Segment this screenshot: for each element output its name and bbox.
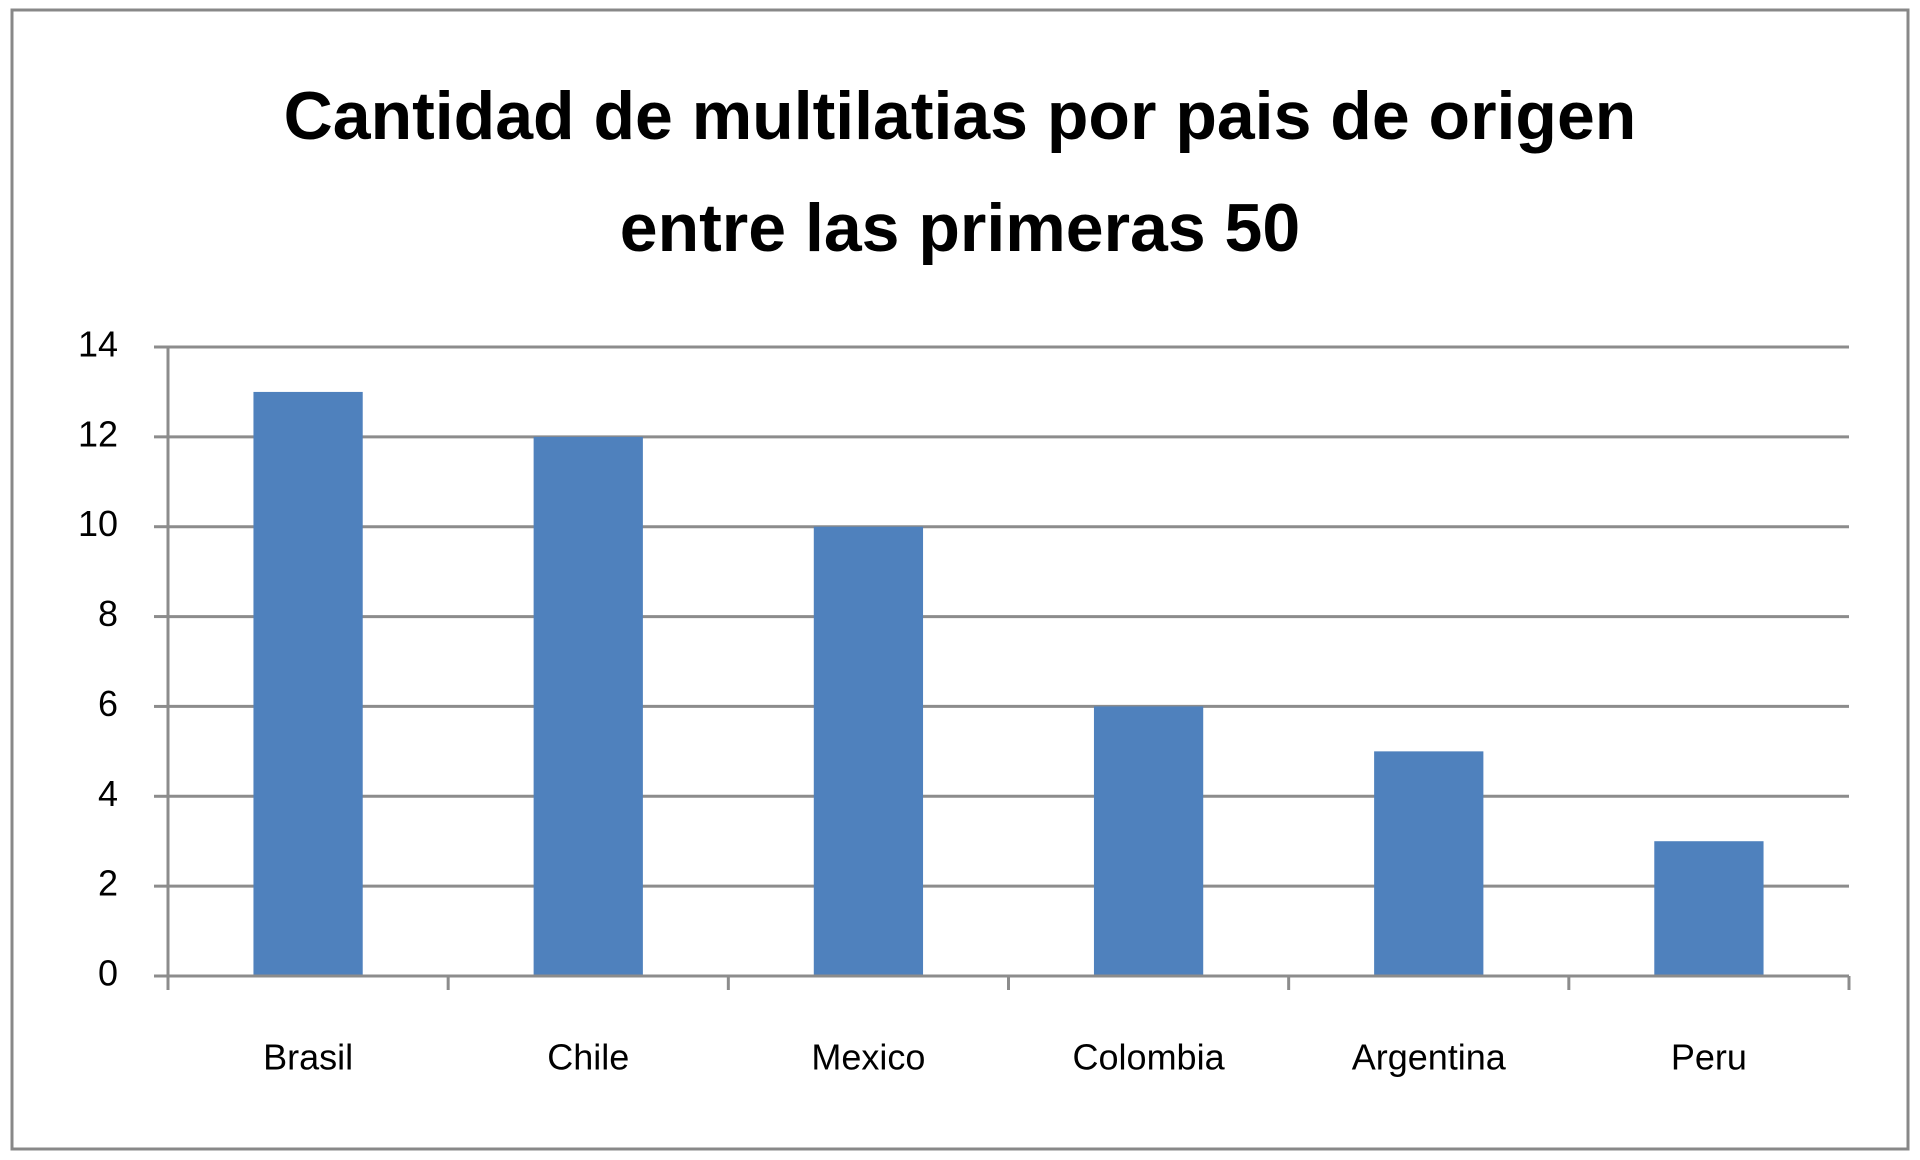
y-tick-label: 10	[78, 503, 118, 544]
x-tick-label: Brasil	[263, 1037, 353, 1078]
y-tick-label: 4	[98, 773, 118, 814]
y-tick-label: 8	[98, 593, 118, 634]
y-tick-label: 2	[98, 863, 118, 904]
y-tick-label: 0	[98, 953, 118, 994]
x-tick-label: Peru	[1671, 1037, 1747, 1078]
chart-title: Cantidad de multilatias por pais de orig…	[283, 78, 1637, 266]
bar	[533, 436, 643, 976]
y-tick-label: 6	[98, 683, 118, 724]
x-tick-label: Colombia	[1073, 1037, 1226, 1078]
bar	[813, 526, 924, 976]
bar	[253, 391, 363, 976]
bar	[1093, 706, 1204, 976]
bar	[1654, 841, 1764, 976]
x-tick-label: Chile	[547, 1037, 629, 1078]
x-tick-label: Mexico	[811, 1037, 925, 1078]
y-tick-label: 14	[78, 324, 118, 365]
bar	[1374, 751, 1484, 976]
x-tick-label: Argentina	[1352, 1037, 1507, 1078]
y-tick-label: 12	[78, 413, 118, 454]
